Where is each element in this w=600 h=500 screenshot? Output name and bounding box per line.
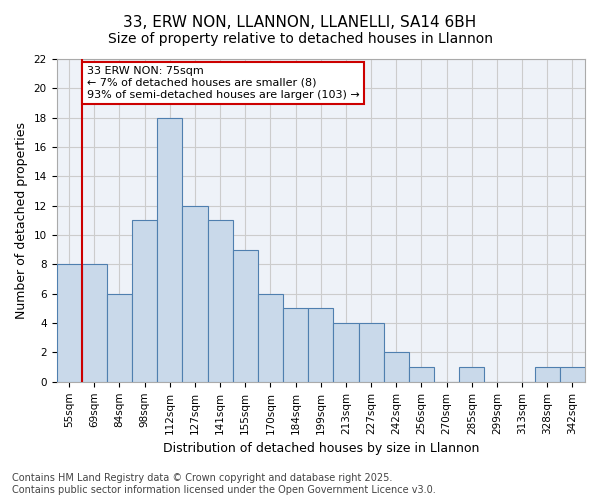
Bar — [107, 294, 132, 382]
Bar — [132, 220, 157, 382]
Bar — [560, 367, 585, 382]
Bar — [459, 367, 484, 382]
Bar — [334, 323, 359, 382]
Bar — [233, 250, 258, 382]
Text: Size of property relative to detached houses in Llannon: Size of property relative to detached ho… — [107, 32, 493, 46]
Bar — [283, 308, 308, 382]
Bar — [56, 264, 82, 382]
Bar — [383, 352, 409, 382]
Bar — [308, 308, 334, 382]
X-axis label: Distribution of detached houses by size in Llannon: Distribution of detached houses by size … — [163, 442, 479, 455]
Bar — [82, 264, 107, 382]
Text: 33 ERW NON: 75sqm
← 7% of detached houses are smaller (8)
93% of semi-detached h: 33 ERW NON: 75sqm ← 7% of detached house… — [87, 66, 359, 100]
Bar — [182, 206, 208, 382]
Bar — [208, 220, 233, 382]
Bar — [535, 367, 560, 382]
Text: 33, ERW NON, LLANNON, LLANELLI, SA14 6BH: 33, ERW NON, LLANNON, LLANELLI, SA14 6BH — [124, 15, 476, 30]
Text: Contains HM Land Registry data © Crown copyright and database right 2025.
Contai: Contains HM Land Registry data © Crown c… — [12, 474, 436, 495]
Bar — [157, 118, 182, 382]
Bar — [409, 367, 434, 382]
Bar — [258, 294, 283, 382]
Bar — [359, 323, 383, 382]
Y-axis label: Number of detached properties: Number of detached properties — [15, 122, 28, 319]
